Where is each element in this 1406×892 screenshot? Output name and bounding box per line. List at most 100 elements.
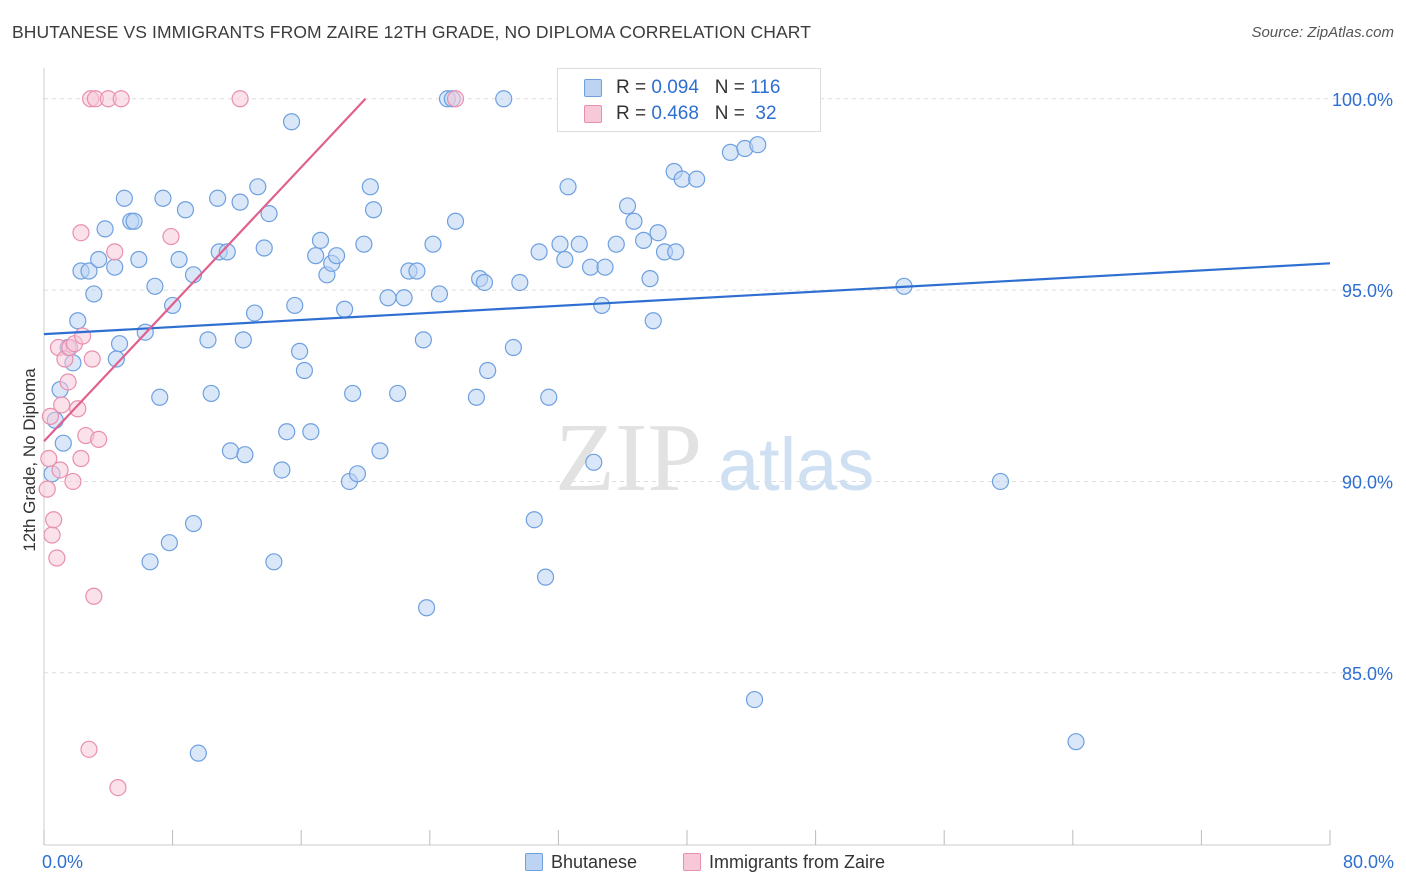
legend-row-bhutanese: R = 0.094 N = 116 [558,75,820,101]
point-zaire [80,740,98,758]
point-bhutanese [130,250,148,269]
x-tick-label-min: 0.0% [42,852,84,872]
point-zaire [53,396,71,414]
point-bhutanese [255,239,273,257]
point-zaire [446,90,465,108]
bottom-legend-swatch-bhutanese [525,853,543,871]
point-bhutanese [115,189,133,207]
watermark-zip: ZIP [555,404,702,512]
trend-line-zaire [43,98,367,443]
point-bhutanese [278,423,296,441]
point-bhutanese [218,243,236,261]
bottom-legend-zaire: Immigrants from Zaire [683,852,885,873]
point-zaire [162,227,180,246]
point-zaire [231,90,249,108]
legend-swatch-bhutanese [584,79,602,97]
watermark: ZIP atlas [555,404,874,512]
r-value-bhutanese: 0.094 [651,77,699,98]
stats-legend: R = 0.094 N = 116 R = 0.468 N = 32 [557,68,821,132]
point-bhutanese [307,247,325,265]
point-bhutanese [209,189,227,207]
point-bhutanese [96,220,114,238]
trend-lines [43,98,1331,443]
point-bhutanese [395,289,413,307]
point-bhutanese [231,193,249,211]
legend-row-zaire: R = 0.468 N = 32 [558,101,820,127]
point-bhutanese [236,446,254,464]
y-tick-label: 100.0% [1332,90,1393,110]
watermark-atlas: atlas [718,423,874,506]
point-bhutanese [417,599,436,617]
point-bhutanese [749,136,767,154]
y-tick-label: 90.0% [1342,472,1393,492]
gridlines [44,98,1392,674]
point-bhutanese [355,235,373,253]
point-bhutanese [644,312,662,330]
point-bhutanese [302,423,320,441]
source-label: Source: ZipAtlas.com [1251,24,1394,41]
point-bhutanese [479,361,497,380]
point-bhutanese [530,243,548,261]
point-bhutanese [1067,733,1085,751]
y-tick-labels: 100.0% 95.0% 90.0% 85.0% [1332,90,1393,684]
bottom-legend-label-bhutanese: Bhutanese [551,852,638,872]
point-bhutanese [364,201,383,219]
point-bhutanese [475,273,494,292]
bottom-legend-label-zaire: Immigrants from Zaire [709,852,886,872]
point-bhutanese [551,235,569,253]
chart-title: BHUTANESE VS IMMIGRANTS FROM ZAIRE 12TH … [12,22,811,42]
point-zaire [59,373,77,391]
point-bhutanese [495,90,513,108]
point-zaire [112,90,130,108]
point-bhutanese [570,235,588,253]
point-bhutanese [424,235,442,253]
point-bhutanese [371,442,389,460]
point-zaire [48,549,66,567]
point-bhutanese [189,744,207,762]
point-bhutanese [54,434,72,452]
point-zaire [85,587,103,605]
n-value-zaire: 32 [750,103,777,124]
bottom-legend-bhutanese: Bhutanese [525,852,637,873]
point-zaire [72,224,90,242]
point-bhutanese [265,553,283,571]
point-bhutanese [282,113,301,131]
point-bhutanese [176,201,195,219]
point-bhutanese [125,212,143,230]
point-bhutanese [249,178,267,196]
y-tick-label: 95.0% [1342,281,1393,301]
point-bhutanese [379,289,397,307]
point-zaire [109,778,127,797]
trend-line-bhutanese [43,262,1331,336]
legend-swatch-zaire [584,105,602,123]
point-bhutanese [559,178,577,196]
point-zaire [51,461,69,479]
x-tick-label-max: 80.0% [1342,852,1394,872]
point-zaire [41,407,60,426]
point-bhutanese [221,442,240,460]
point-bhutanese [107,350,125,368]
point-bhutanese [110,335,129,353]
point-bhutanese [106,258,124,276]
point-zaire [83,350,101,368]
point-bhutanese [688,170,706,188]
point-bhutanese [85,285,103,303]
point-bhutanese [618,197,637,215]
point-bhutanese [593,296,611,315]
point-zaire [45,511,63,529]
point-bhutanese [160,534,178,552]
point-bhutanese [141,553,159,571]
point-bhutanese [234,331,252,349]
point-bhutanese [540,388,558,406]
point-bhutanese [146,277,164,295]
point-bhutanese [504,338,522,357]
point-bhutanese [634,231,653,249]
point-bhutanese [348,465,367,483]
point-bhutanese [80,262,98,280]
point-bhutanese [745,690,764,709]
point-bhutanese [585,453,603,471]
point-bhutanese [596,258,614,276]
point-bhutanese [361,178,379,196]
point-bhutanese [556,250,574,269]
bottom-legend-swatch-zaire [683,853,701,871]
